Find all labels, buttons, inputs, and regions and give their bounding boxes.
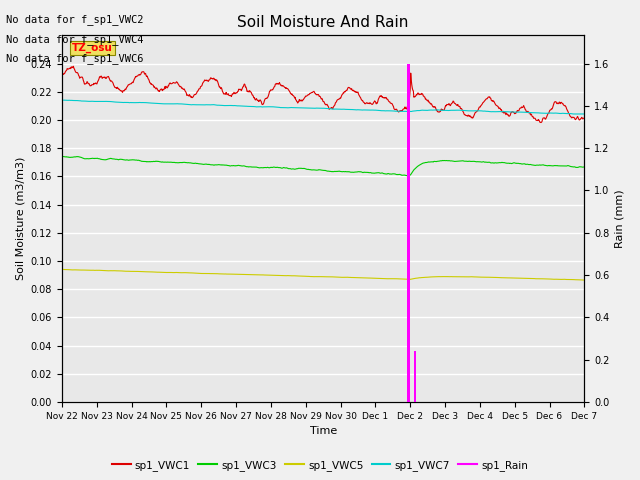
Text: No data for f_sp1_VWC2: No data for f_sp1_VWC2 [6,14,144,25]
Text: TZ_osu: TZ_osu [72,43,113,53]
Legend: sp1_VWC1, sp1_VWC3, sp1_VWC5, sp1_VWC7, sp1_Rain: sp1_VWC1, sp1_VWC3, sp1_VWC5, sp1_VWC7, … [108,456,532,475]
X-axis label: Time: Time [310,426,337,436]
Text: No data for f_sp1_VWC6: No data for f_sp1_VWC6 [6,53,144,64]
Bar [414,351,417,402]
Title: Soil Moisture And Rain: Soil Moisture And Rain [237,15,409,30]
Y-axis label: Soil Moisture (m3/m3): Soil Moisture (m3/m3) [15,157,25,280]
Text: No data for f_sp1_VWC4: No data for f_sp1_VWC4 [6,34,144,45]
Y-axis label: Rain (mm): Rain (mm) [615,189,625,248]
Bar [408,63,410,402]
